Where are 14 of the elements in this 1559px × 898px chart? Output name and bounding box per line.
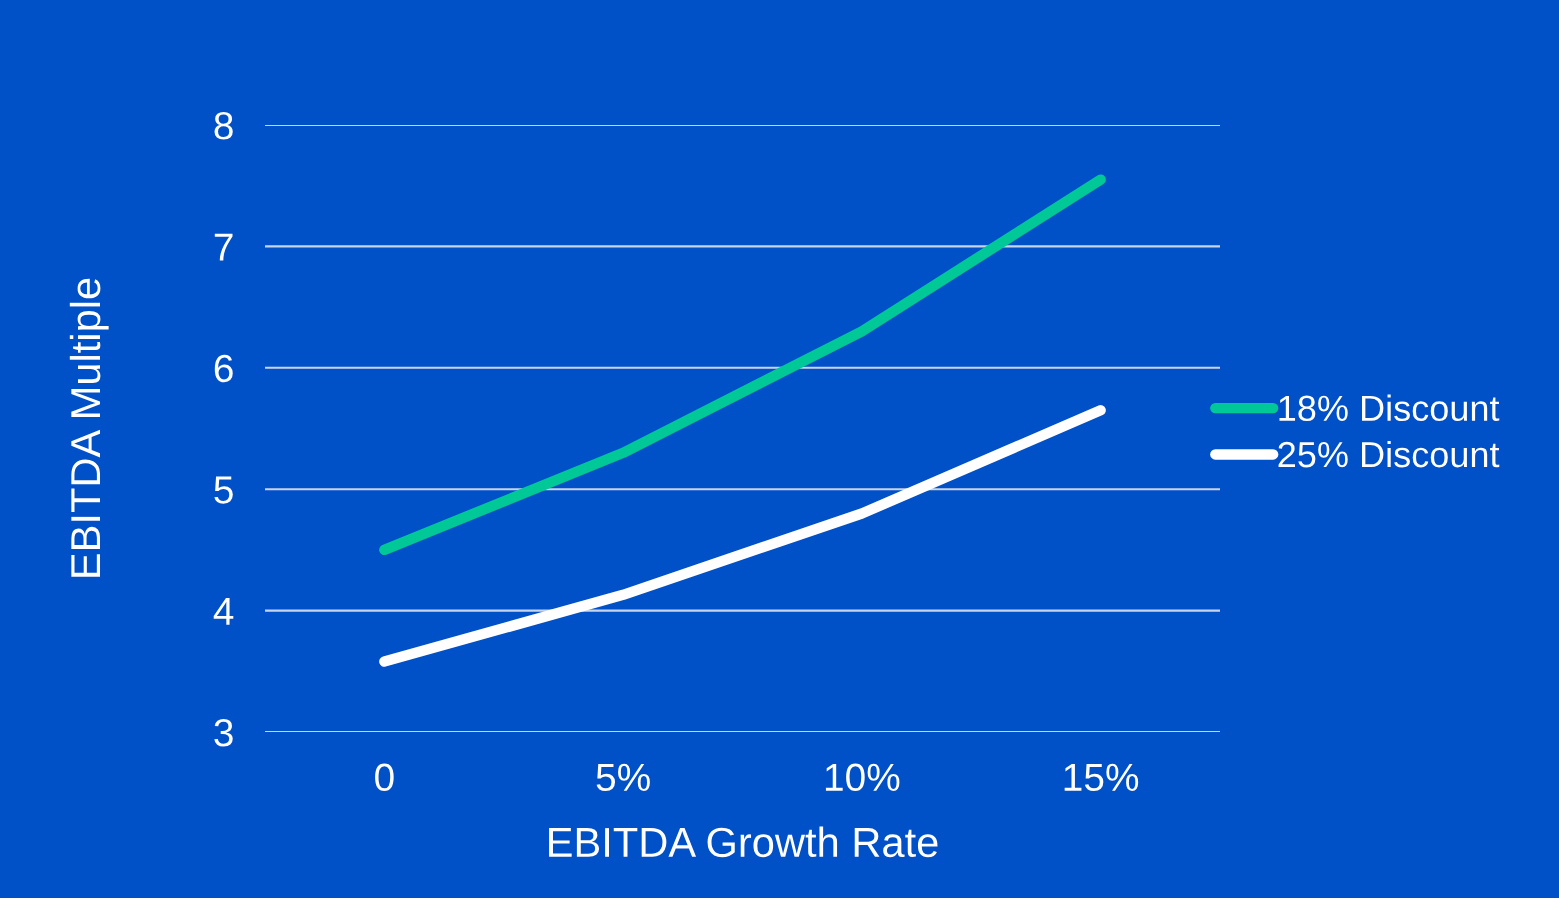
y-tick-label: 8 [214,111,233,140]
y-tick-label: 4 [213,597,234,625]
y-axis-title: EBITDA Multiple [69,278,109,577]
y-tick-label: 6 [214,354,233,383]
y-tick-label: 7 [214,233,233,261]
y-tick-label: 5 [214,476,233,504]
x-tick-label: 5% [596,763,650,792]
x-tick-label: 10% [825,763,900,792]
x-tick-label: 0 [375,763,394,792]
x-tick-label: 15% [1064,763,1139,792]
legend-label: 25% Discount [1278,440,1500,468]
x-axis-title: EBITDA Growth Rate [549,826,938,858]
legend-label: 18% Discount [1279,394,1500,422]
y-tick-label: 3 [214,718,233,747]
